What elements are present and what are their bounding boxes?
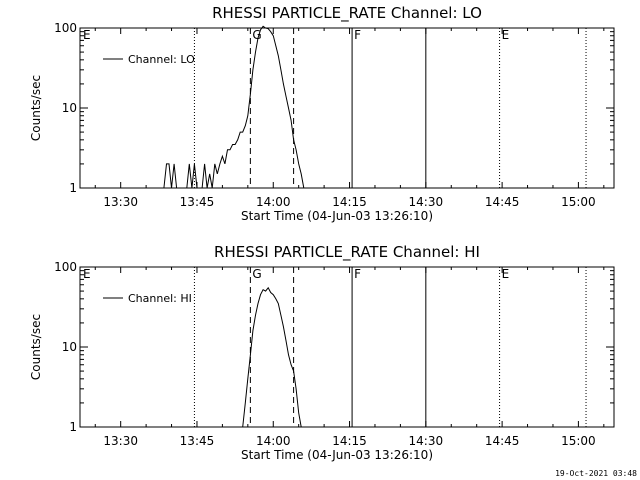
y-axis-label: Counts/sec <box>29 314 43 380</box>
marker-label: E <box>83 267 91 281</box>
x-tick-label: 15:00 <box>561 434 596 448</box>
x-tick-label: 13:30 <box>103 434 138 448</box>
x-tick-label: 14:45 <box>485 195 520 209</box>
chart-title: RHESSI PARTICLE_RATE Channel: HI <box>214 243 480 262</box>
chart-panel-lo: RHESSI PARTICLE_RATE Channel: LO 13:30 13:… <box>29 4 615 223</box>
series-line <box>163 25 305 189</box>
y-tick-label: 10 <box>62 340 77 354</box>
marker-label: E <box>502 28 510 42</box>
marker-label: F <box>354 267 361 281</box>
chart-title: RHESSI PARTICLE_RATE Channel: LO <box>212 4 482 23</box>
marker-label: E <box>83 28 91 42</box>
x-tick-label: 14:30 <box>409 195 444 209</box>
marker-label: G <box>252 267 261 281</box>
x-tick-label: 13:45 <box>180 195 215 209</box>
legend-label: Channel: LO <box>128 53 195 66</box>
x-tick-label: 14:15 <box>332 195 367 209</box>
series-line <box>242 286 302 428</box>
x-tick-label: 14:00 <box>256 434 291 448</box>
x-tick-label: 14:15 <box>332 434 367 448</box>
x-tick-label: 13:30 <box>103 195 138 209</box>
x-tick-label: 14:30 <box>409 434 444 448</box>
x-axis-label: Start Time (04-Jun-03 13:26:10) <box>241 209 433 223</box>
y-tick-label: 100 <box>54 21 77 35</box>
plot-frame <box>79 266 615 428</box>
chart-panel-hi: RHESSI PARTICLE_RATE Channel: HI 13:30 13:… <box>29 243 615 462</box>
marker-label: G <box>252 28 261 42</box>
y-tick-label: 1 <box>69 181 77 195</box>
y-tick-label: 1 <box>69 420 77 434</box>
x-tick-label: 14:45 <box>485 434 520 448</box>
marker-label: E <box>502 267 510 281</box>
x-tick-label: 14:00 <box>256 195 291 209</box>
x-tick-label: 13:45 <box>180 434 215 448</box>
plot-frame <box>79 27 615 189</box>
legend-label: Channel: HI <box>128 292 192 305</box>
y-tick-label: 10 <box>62 101 77 115</box>
y-axis-label: Counts/sec <box>29 75 43 141</box>
timestamp: 19-Oct-2021 03:48 <box>555 469 637 478</box>
x-tick-label: 15:00 <box>561 195 596 209</box>
x-axis-label: Start Time (04-Jun-03 13:26:10) <box>241 448 433 462</box>
y-tick-label: 100 <box>54 260 77 274</box>
marker-label: F <box>354 28 361 42</box>
